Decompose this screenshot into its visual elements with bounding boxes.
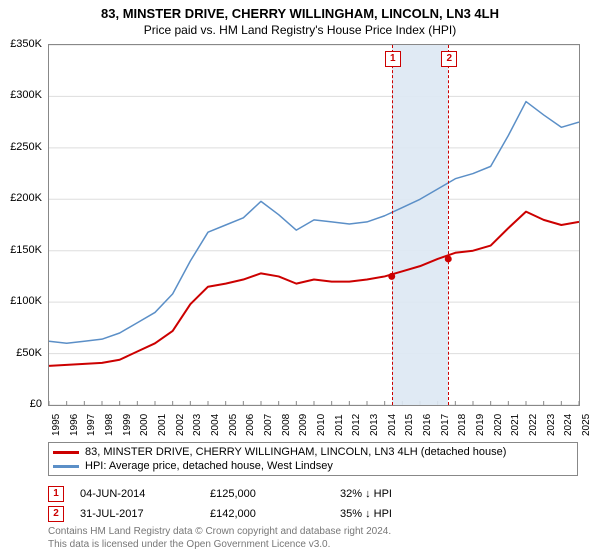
y-tick-label: £250K <box>10 141 42 153</box>
y-tick-label: £100K <box>10 295 42 307</box>
event-marker-badge: 2 <box>441 51 457 67</box>
x-tick-label: 2022 <box>528 414 539 436</box>
event-date: 04-JUN-2014 <box>80 488 210 500</box>
x-tick-label: 2004 <box>210 414 221 436</box>
x-tick-label: 1996 <box>69 414 80 436</box>
x-tick-label: 2003 <box>192 414 203 436</box>
x-tick-label: 2023 <box>546 414 557 436</box>
x-tick-label: 2012 <box>351 414 362 436</box>
footer-line-1: Contains HM Land Registry data © Crown c… <box>48 526 578 539</box>
x-tick-label: 2011 <box>334 414 345 436</box>
chart-lines <box>49 45 579 405</box>
x-tick-label: 1998 <box>104 414 115 436</box>
y-tick-label: £350K <box>10 38 42 50</box>
page-subtitle: Price paid vs. HM Land Registry's House … <box>0 21 600 37</box>
footer-text: Contains HM Land Registry data © Crown c… <box>48 526 578 551</box>
y-tick-label: £50K <box>16 347 42 359</box>
x-tick-label: 2000 <box>139 414 150 436</box>
footer-line-2: This data is licensed under the Open Gov… <box>48 539 578 552</box>
y-tick-label: £300K <box>10 89 42 101</box>
legend: 83, MINSTER DRIVE, CHERRY WILLINGHAM, LI… <box>48 442 578 476</box>
x-tick-label: 2020 <box>493 414 504 436</box>
x-tick-label: 2005 <box>228 414 239 436</box>
x-tick-label: 2007 <box>263 414 274 436</box>
event-diff: 32% ↓ HPI <box>340 488 470 500</box>
legend-row: HPI: Average price, detached house, West… <box>53 459 573 473</box>
event-price: £142,000 <box>210 508 340 520</box>
x-tick-label: 2019 <box>475 414 486 436</box>
x-tick-label: 2021 <box>510 414 521 436</box>
legend-swatch-1 <box>53 451 79 454</box>
x-tick-label: 2025 <box>581 414 592 436</box>
event-marker-badge: 1 <box>385 51 401 67</box>
legend-swatch-2 <box>53 465 79 468</box>
event-date: 31-JUL-2017 <box>80 508 210 520</box>
x-tick-label: 2014 <box>387 414 398 436</box>
x-tick-label: 2002 <box>175 414 186 436</box>
events-table: 1 04-JUN-2014 £125,000 32% ↓ HPI 2 31-JU… <box>48 484 578 524</box>
x-tick-label: 1999 <box>122 414 133 436</box>
y-tick-label: £200K <box>10 192 42 204</box>
y-tick-label: £150K <box>10 244 42 256</box>
x-tick-label: 2006 <box>245 414 256 436</box>
event-row-2: 2 31-JUL-2017 £142,000 35% ↓ HPI <box>48 504 578 524</box>
event-marker-line <box>448 45 449 405</box>
y-tick-label: £0 <box>30 398 42 410</box>
event-badge-1: 1 <box>48 486 64 502</box>
x-tick-label: 2009 <box>298 414 309 436</box>
price-chart: 12 <box>48 44 580 406</box>
x-tick-label: 2001 <box>157 414 168 436</box>
event-marker-line <box>392 45 393 405</box>
x-tick-label: 2018 <box>457 414 468 436</box>
x-tick-label: 2017 <box>440 414 451 436</box>
legend-label-1: 83, MINSTER DRIVE, CHERRY WILLINGHAM, LI… <box>85 446 506 458</box>
y-axis-labels: £0£50K£100K£150K£200K£250K£300K£350K <box>0 44 46 404</box>
x-tick-label: 2010 <box>316 414 327 436</box>
event-price: £125,000 <box>210 488 340 500</box>
x-tick-label: 2015 <box>404 414 415 436</box>
event-diff: 35% ↓ HPI <box>340 508 470 520</box>
event-badge-2: 2 <box>48 506 64 522</box>
x-tick-label: 2024 <box>563 414 574 436</box>
x-tick-label: 1995 <box>51 414 62 436</box>
x-tick-label: 2016 <box>422 414 433 436</box>
legend-row: 83, MINSTER DRIVE, CHERRY WILLINGHAM, LI… <box>53 445 573 459</box>
event-row-1: 1 04-JUN-2014 £125,000 32% ↓ HPI <box>48 484 578 504</box>
x-tick-label: 2008 <box>281 414 292 436</box>
legend-label-2: HPI: Average price, detached house, West… <box>85 460 333 472</box>
x-tick-label: 1997 <box>86 414 97 436</box>
page-title: 83, MINSTER DRIVE, CHERRY WILLINGHAM, LI… <box>0 0 600 21</box>
x-axis-labels: 1995 1996 1997 1998 1999 2000 2001 2002 2003 2004… <box>48 406 578 442</box>
x-tick-label: 2013 <box>369 414 380 436</box>
